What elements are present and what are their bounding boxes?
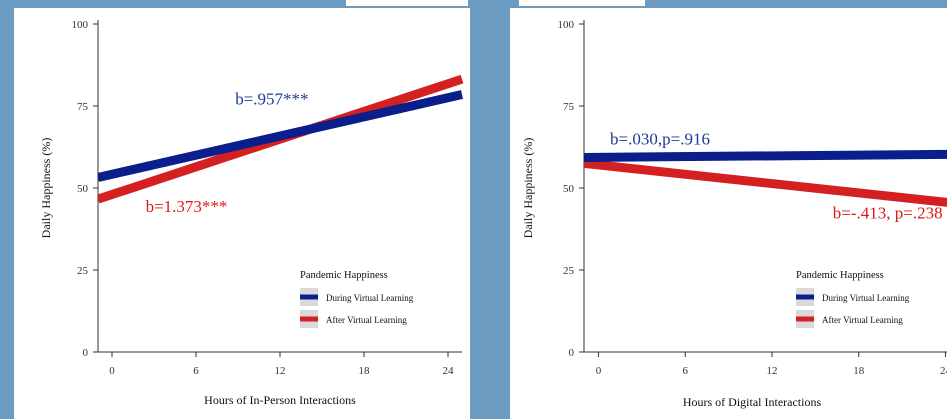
legend-title: Pandemic Happiness — [300, 270, 388, 281]
y-tick-label: 50 — [563, 183, 575, 195]
annotation-label: b=.030,p=.916 — [610, 129, 710, 148]
y-tick-label: 100 — [558, 19, 575, 31]
y-tick-label: 75 — [77, 101, 89, 113]
series-line-during-virtual-learning — [584, 149, 947, 162]
legend-title: Pandemic Happiness — [796, 270, 884, 281]
chart-in-person-interactions: 0 25 50 75 100 0 6 12 18 24 Hours of In-Person Int… — [39, 19, 464, 407]
legend-item-label: After Virtual Learning — [326, 315, 407, 325]
x-tick-label: 0 — [596, 365, 602, 377]
series-line-during-virtual-learning — [98, 90, 464, 182]
y-tick-label: 25 — [77, 265, 89, 277]
x-axis-title: Hours of Digital Interactions — [683, 395, 822, 409]
annotation-label: b=1.373*** — [146, 197, 228, 216]
x-tick-label: 12 — [275, 365, 286, 377]
x-tick-label: 18 — [359, 365, 371, 377]
x-tick-label: 12 — [767, 365, 778, 377]
x-tick-label: 18 — [853, 365, 865, 377]
chart-panel-digital: 0 25 50 75 100 0 6 12 18 24 Hours of Digital Inter… — [510, 8, 947, 419]
y-tick-label: 100 — [72, 19, 89, 31]
series-line-after-virtual-learning — [584, 158, 947, 207]
x-axis-title: Hours of In-Person Interactions — [204, 393, 356, 407]
y-tick-label: 0 — [569, 347, 575, 359]
y-tick-label: 75 — [563, 101, 575, 113]
x-tick-label: 6 — [193, 365, 199, 377]
top-strip-right — [519, 0, 645, 6]
x-tick-label: 24 — [940, 365, 947, 377]
x-tick-label: 6 — [682, 365, 688, 377]
y-axis-title: Daily Happiness (%) — [521, 138, 535, 239]
y-tick-label: 50 — [77, 183, 89, 195]
annotation-label: b=.957*** — [235, 89, 308, 108]
legend-item-label: During Virtual Learning — [326, 293, 414, 303]
legend-item-label: During Virtual Learning — [822, 293, 910, 303]
chart-digital-interactions: 0 25 50 75 100 0 6 12 18 24 Hours of Digital Inter… — [521, 19, 947, 409]
x-tick-label: 24 — [443, 365, 455, 377]
y-tick-label: 25 — [563, 265, 575, 277]
top-strip-left — [346, 0, 468, 6]
y-tick-label: 0 — [83, 347, 89, 359]
x-tick-label: 0 — [109, 365, 115, 377]
annotation-label: b=-.413, p=.238 — [833, 204, 943, 223]
legend-item-label: After Virtual Learning — [822, 315, 903, 325]
chart-panel-in-person: 0 25 50 75 100 0 6 12 18 24 Hours of In-Person Int… — [14, 8, 470, 419]
y-axis-title: Daily Happiness (%) — [39, 138, 53, 239]
